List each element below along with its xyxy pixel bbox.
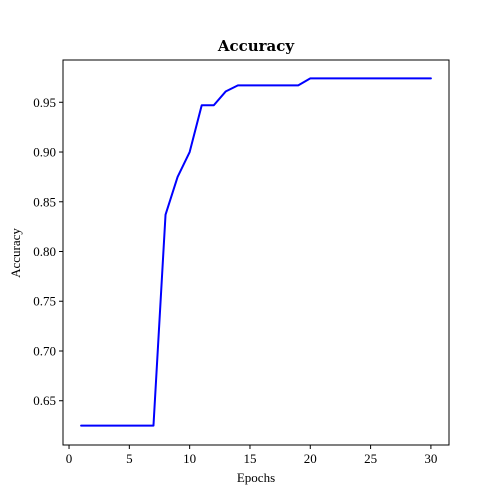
y-tick-label: 0.65 — [33, 393, 56, 408]
y-tick-label: 0.75 — [33, 294, 56, 309]
x-tick-label: 25 — [364, 451, 377, 466]
x-tick-label: 0 — [66, 451, 73, 466]
y-tick-label: 0.80 — [33, 244, 56, 259]
y-tick-label: 0.70 — [33, 343, 56, 358]
x-tick-label: 10 — [183, 451, 196, 466]
plot-frame — [62, 59, 450, 446]
y-axis-label: Accuracy — [8, 228, 23, 278]
y-tick-label: 0.85 — [33, 194, 56, 209]
series-line-0 — [80, 77, 432, 427]
x-tick-label: 15 — [243, 451, 256, 466]
x-axis-label: Epochs — [237, 470, 275, 485]
x-tick-label: 30 — [424, 451, 437, 466]
x-tick-label: 5 — [126, 451, 133, 466]
chart-title: Accuracy — [217, 37, 296, 55]
x-tick-label: 20 — [304, 451, 317, 466]
plot-area: 0 5 10 15 20 25 30 0.65 0.70 0.75 0.80 0.85 0.90 0.95 — [33, 59, 450, 466]
y-tick-label: 0.90 — [33, 145, 56, 160]
y-tick-label: 0.95 — [33, 95, 56, 110]
